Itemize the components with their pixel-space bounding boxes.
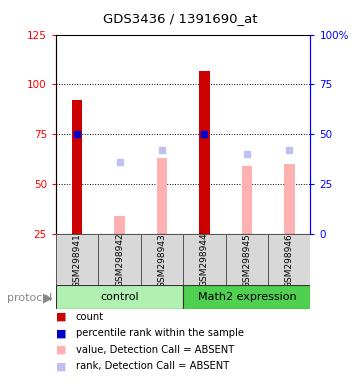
Bar	[114, 216, 125, 234]
FancyBboxPatch shape	[98, 234, 141, 286]
Text: GSM298944: GSM298944	[200, 233, 209, 288]
Text: GSM298942: GSM298942	[115, 233, 124, 288]
Text: protocol: protocol	[7, 293, 52, 303]
Text: rank, Detection Call = ABSENT: rank, Detection Call = ABSENT	[76, 361, 229, 371]
Text: GSM298941: GSM298941	[73, 233, 82, 288]
Bar	[157, 158, 167, 234]
Bar	[242, 166, 252, 234]
Text: GSM298943: GSM298943	[157, 233, 166, 288]
Text: control: control	[100, 292, 139, 302]
Text: GDS3436 / 1391690_at: GDS3436 / 1391690_at	[103, 12, 258, 25]
Bar	[284, 164, 295, 234]
Text: GSM298946: GSM298946	[285, 233, 294, 288]
Text: ▶: ▶	[43, 291, 52, 304]
FancyBboxPatch shape	[183, 285, 310, 309]
FancyBboxPatch shape	[56, 285, 183, 309]
FancyBboxPatch shape	[56, 234, 98, 286]
Text: percentile rank within the sample: percentile rank within the sample	[76, 328, 244, 338]
Text: ■: ■	[56, 345, 66, 355]
FancyBboxPatch shape	[268, 234, 310, 286]
Text: GSM298945: GSM298945	[242, 233, 251, 288]
Text: value, Detection Call = ABSENT: value, Detection Call = ABSENT	[76, 345, 234, 355]
Text: ■: ■	[56, 312, 66, 322]
FancyBboxPatch shape	[141, 234, 183, 286]
Bar	[72, 101, 82, 234]
Text: ■: ■	[56, 328, 66, 338]
FancyBboxPatch shape	[183, 234, 226, 286]
FancyBboxPatch shape	[226, 234, 268, 286]
Bar	[199, 71, 210, 234]
Text: ■: ■	[56, 361, 66, 371]
Text: Math2 expression: Math2 expression	[197, 292, 296, 302]
Text: count: count	[76, 312, 104, 322]
